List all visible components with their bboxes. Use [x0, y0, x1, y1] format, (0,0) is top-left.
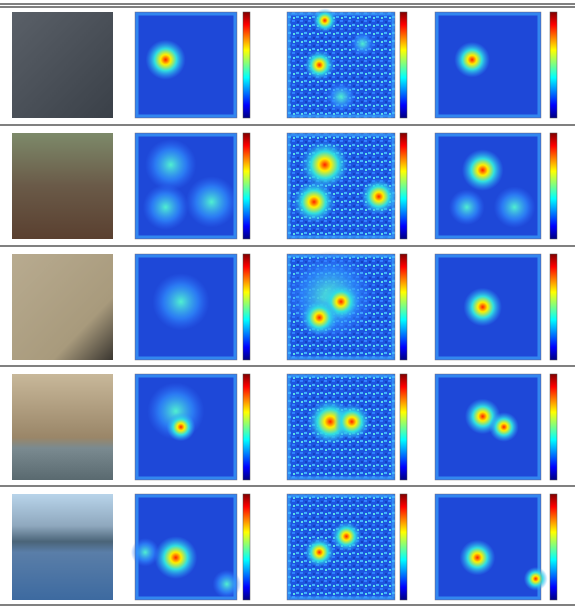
heatmap-blob	[152, 273, 210, 331]
colorbar	[549, 253, 558, 361]
photo	[12, 12, 113, 118]
heatmap-frame	[134, 11, 238, 119]
heatmap-blob	[166, 412, 196, 442]
colorbar	[242, 493, 251, 601]
heatmap-border	[435, 374, 541, 480]
heatmap-blob	[331, 521, 362, 552]
heatmap-blob	[300, 140, 349, 189]
colorbar	[399, 493, 408, 601]
heatmap-blob	[493, 186, 536, 228]
heatmap-frame	[434, 11, 542, 119]
heatmap-blob	[292, 180, 336, 224]
heatmap-blob	[301, 299, 338, 336]
heatmap-blob	[333, 403, 370, 440]
heatmap-blob	[144, 139, 197, 191]
heatmap-frame	[286, 373, 396, 481]
photo	[12, 374, 113, 480]
colorbar	[242, 132, 251, 240]
heatmap-frame	[134, 373, 238, 481]
heatmap-border	[287, 12, 395, 118]
colorbar	[549, 11, 558, 119]
colorbar	[242, 253, 251, 361]
heatmap-blob	[448, 189, 485, 226]
heatmap-border	[287, 374, 395, 480]
heatmap-border	[135, 254, 237, 360]
heatmap-frame	[434, 132, 542, 240]
colorbar	[242, 11, 251, 119]
heatmap-blob	[145, 39, 186, 80]
heatmap-blob	[304, 49, 335, 81]
heatmap-frame	[134, 253, 238, 361]
heatmap-blob	[360, 178, 397, 215]
heatmap-blob	[325, 81, 357, 112]
heatmap-frame	[134, 493, 238, 601]
heatmap-border	[135, 374, 237, 480]
colorbar	[399, 373, 408, 481]
heatmap-border	[435, 133, 541, 239]
colorbar	[242, 373, 251, 481]
heatmap-frame	[286, 11, 396, 119]
heatmap-border	[435, 12, 541, 118]
heatmap-blob	[154, 536, 198, 580]
heatmap-blob	[350, 31, 375, 56]
photo	[12, 133, 113, 239]
colorbar	[549, 132, 558, 240]
colorbar	[399, 253, 408, 361]
heatmap-blob	[459, 539, 496, 576]
heatmap-blob	[489, 412, 519, 442]
colorbar	[399, 132, 408, 240]
heatmap-blob	[463, 287, 502, 327]
heatmap-blob	[185, 176, 238, 228]
colorbar	[399, 11, 408, 119]
heatmap-frame	[434, 373, 542, 481]
heatmap-border	[435, 494, 541, 600]
photo	[12, 254, 113, 360]
heatmap-frame	[286, 132, 396, 240]
heatmap-border	[135, 133, 237, 239]
heatmap-border	[287, 494, 395, 600]
heatmap-blob	[142, 184, 189, 231]
heatmap-border	[135, 12, 237, 118]
heatmap-frame	[434, 493, 542, 601]
heatmap-frame	[134, 132, 238, 240]
colorbar	[549, 493, 558, 601]
heatmap-blob	[454, 41, 490, 78]
heatmap-border	[435, 254, 541, 360]
heatmap-blob	[212, 569, 242, 599]
heatmap-blob	[312, 8, 337, 33]
heatmap-frame	[286, 493, 396, 601]
heatmap-blob	[130, 538, 160, 567]
heatmap-frame	[286, 253, 396, 361]
colorbar	[549, 373, 558, 481]
photo	[12, 494, 113, 600]
heatmap-blob	[461, 149, 504, 191]
heatmap-blob	[523, 566, 548, 591]
heatmap-blob	[304, 537, 335, 568]
heatmap-frame	[434, 253, 542, 361]
